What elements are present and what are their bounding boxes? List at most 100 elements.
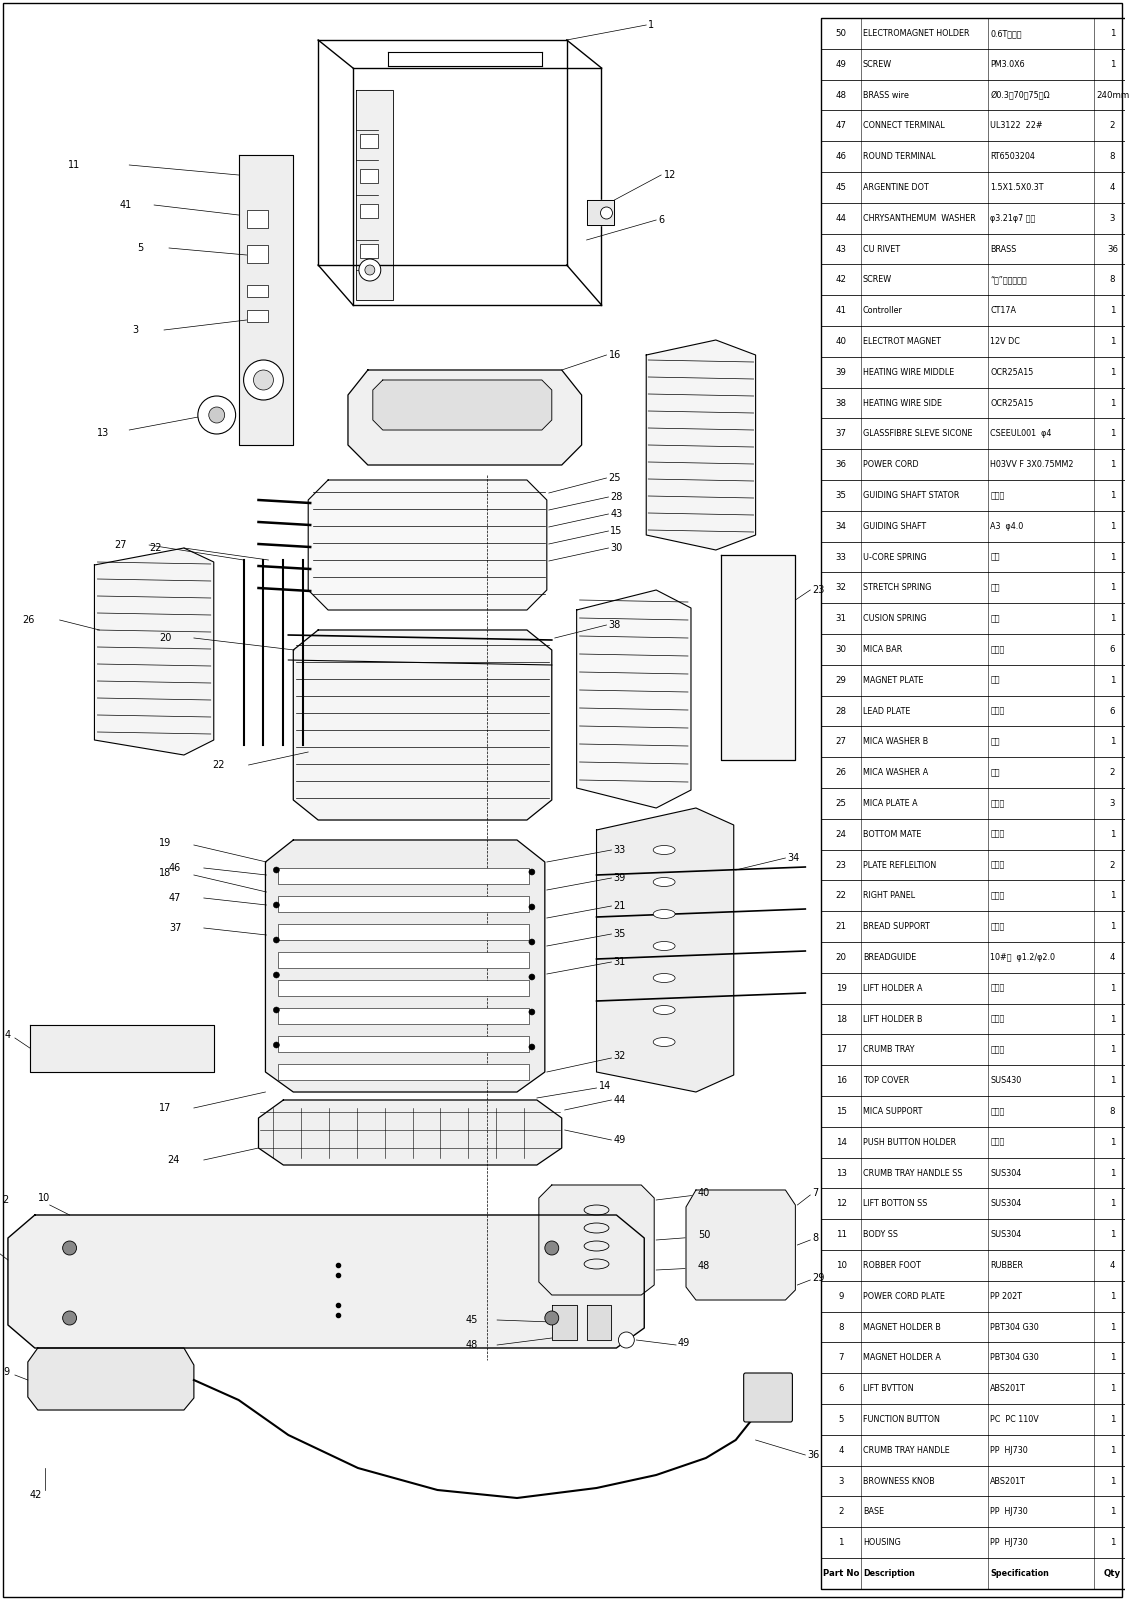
Bar <box>821 726 1131 757</box>
Text: φ3.21φ7 针勺: φ3.21φ7 针勺 <box>990 214 1036 222</box>
Text: A3  φ4.0: A3 φ4.0 <box>990 522 1023 531</box>
Text: RUBBER: RUBBER <box>990 1261 1023 1270</box>
Text: 1: 1 <box>649 19 654 30</box>
Bar <box>821 450 1131 480</box>
Text: 16: 16 <box>835 1077 847 1085</box>
Text: 20: 20 <box>160 634 171 643</box>
Text: SUS304: SUS304 <box>990 1200 1021 1208</box>
Text: 23: 23 <box>835 861 847 869</box>
Text: 36: 36 <box>835 461 847 469</box>
Text: 12V DC: 12V DC <box>990 338 1020 346</box>
Text: 1: 1 <box>1109 1014 1115 1024</box>
Text: 47: 47 <box>169 893 181 902</box>
Text: 3: 3 <box>1109 214 1115 222</box>
Text: 1: 1 <box>1109 984 1115 992</box>
Text: Controller: Controller <box>863 306 903 315</box>
Text: ABS201T: ABS201T <box>990 1384 1026 1394</box>
Text: 49: 49 <box>614 1134 626 1146</box>
Text: 1: 1 <box>1109 522 1115 531</box>
Text: HOUSING: HOUSING <box>863 1538 901 1547</box>
Text: 7: 7 <box>839 1354 843 1362</box>
Text: PBT304 G30: PBT304 G30 <box>990 1323 1039 1331</box>
Text: 22: 22 <box>835 891 847 901</box>
Text: 云母板: 云母板 <box>990 645 1004 654</box>
Circle shape <box>529 974 535 979</box>
Text: Part No: Part No <box>823 1570 859 1578</box>
Text: 48: 48 <box>698 1261 710 1270</box>
Text: LIFT HOLDER B: LIFT HOLDER B <box>863 1014 923 1024</box>
Text: 1: 1 <box>839 1538 843 1547</box>
Text: 8: 8 <box>813 1234 818 1243</box>
Bar <box>360 170 378 182</box>
Text: HEATING WIRE MIDDLE: HEATING WIRE MIDDLE <box>863 368 954 376</box>
Text: 坠片: 坠片 <box>990 768 1000 778</box>
Text: 40: 40 <box>835 338 847 346</box>
Text: 34: 34 <box>835 522 847 531</box>
Text: ARGENTINE DOT: ARGENTINE DOT <box>863 182 928 192</box>
Text: 40: 40 <box>698 1187 710 1198</box>
Text: 1: 1 <box>1109 368 1115 376</box>
Bar <box>278 952 529 968</box>
Text: 25: 25 <box>835 798 847 808</box>
Circle shape <box>274 902 280 909</box>
Polygon shape <box>29 1026 214 1072</box>
Text: CSEEUL001  φ4: CSEEUL001 φ4 <box>990 429 1052 438</box>
Text: 2: 2 <box>1109 768 1115 778</box>
Text: BREADGUIDE: BREADGUIDE <box>863 954 916 962</box>
Circle shape <box>198 395 235 434</box>
Text: 弹笧: 弹笧 <box>990 614 1000 622</box>
Text: 17: 17 <box>160 1102 171 1114</box>
Text: BRASS wire: BRASS wire <box>863 91 909 99</box>
Text: 1: 1 <box>1109 830 1115 838</box>
Text: 33: 33 <box>614 845 626 854</box>
Polygon shape <box>94 547 214 755</box>
Text: 1: 1 <box>1109 1414 1115 1424</box>
Circle shape <box>359 259 380 282</box>
Text: CONNECT TERMINAL: CONNECT TERMINAL <box>863 122 945 130</box>
Text: 1: 1 <box>1109 1538 1115 1547</box>
Text: 41: 41 <box>835 306 847 315</box>
Text: GUIDING SHAFT STATOR: GUIDING SHAFT STATOR <box>863 491 959 499</box>
Text: 12: 12 <box>835 1200 847 1208</box>
Text: 1: 1 <box>1109 1138 1115 1147</box>
Text: 9: 9 <box>3 1366 9 1378</box>
Text: 4: 4 <box>1109 954 1115 962</box>
Bar <box>360 134 378 149</box>
Text: 50: 50 <box>698 1230 710 1240</box>
Bar <box>821 1466 1131 1496</box>
Polygon shape <box>308 480 547 610</box>
Text: PP  HJ730: PP HJ730 <box>990 1538 1028 1547</box>
Text: CRUMB TRAY HANDLE SS: CRUMB TRAY HANDLE SS <box>863 1168 962 1178</box>
Text: 1: 1 <box>1109 429 1115 438</box>
Text: 钔铁片: 钔铁片 <box>990 984 1004 992</box>
Text: PLATE REFLELTION: PLATE REFLELTION <box>863 861 936 869</box>
Text: 38: 38 <box>835 398 847 408</box>
Text: OCR25A15: OCR25A15 <box>990 368 1034 376</box>
Bar <box>821 1558 1131 1589</box>
Ellipse shape <box>653 973 675 982</box>
Circle shape <box>529 1043 535 1050</box>
Text: 6: 6 <box>839 1384 843 1394</box>
Text: 5: 5 <box>839 1414 843 1424</box>
Ellipse shape <box>653 877 675 886</box>
Bar <box>821 1496 1131 1526</box>
Text: 24: 24 <box>168 1155 179 1165</box>
Text: PP  HJ730: PP HJ730 <box>990 1507 1028 1517</box>
Text: 1: 1 <box>1109 306 1115 315</box>
Text: 18: 18 <box>160 867 171 878</box>
Text: LIFT BOTTON SS: LIFT BOTTON SS <box>863 1200 927 1208</box>
Text: 48: 48 <box>835 91 847 99</box>
Polygon shape <box>355 90 393 301</box>
Text: 云母板: 云母板 <box>990 798 1004 808</box>
Text: BREAD SUPPORT: BREAD SUPPORT <box>863 922 929 931</box>
Text: 43: 43 <box>835 245 847 253</box>
Text: 10: 10 <box>835 1261 847 1270</box>
Bar <box>821 110 1131 141</box>
Circle shape <box>618 1331 634 1347</box>
Text: LEAD PLATE: LEAD PLATE <box>863 707 910 715</box>
Text: GLASSFIBRE SLEVE SICONE: GLASSFIBRE SLEVE SICONE <box>863 429 972 438</box>
Bar <box>821 1066 1131 1096</box>
Text: 18: 18 <box>835 1014 847 1024</box>
Text: 15: 15 <box>835 1107 847 1115</box>
Bar <box>821 1405 1131 1435</box>
